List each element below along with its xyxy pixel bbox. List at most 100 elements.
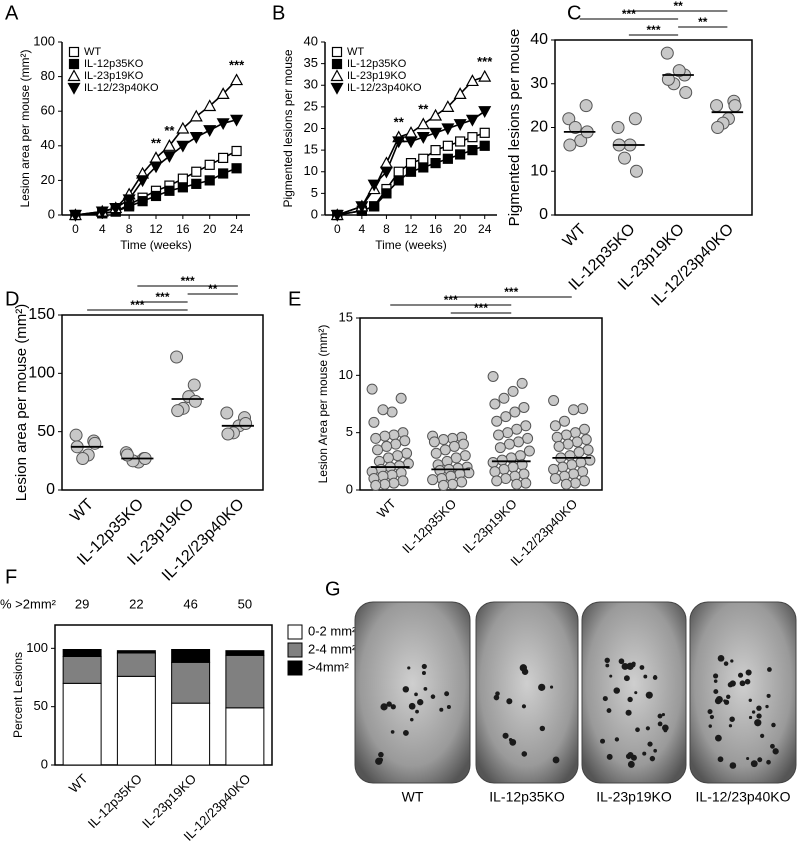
data-point bbox=[522, 432, 534, 444]
y-tick-label: 0 bbox=[41, 756, 48, 771]
lesion bbox=[502, 732, 509, 739]
data-point bbox=[502, 427, 514, 439]
marker bbox=[478, 69, 492, 82]
data-point bbox=[568, 468, 580, 480]
lesion bbox=[739, 680, 746, 687]
lesion bbox=[707, 709, 713, 715]
y-tick-label: 15 bbox=[304, 142, 318, 157]
lesion bbox=[604, 657, 610, 663]
top-value: 46 bbox=[183, 596, 197, 611]
lesion bbox=[627, 760, 635, 768]
x-tick-label: 8 bbox=[383, 222, 390, 236]
data-point bbox=[571, 436, 583, 448]
lesion bbox=[756, 705, 762, 711]
top-value: 29 bbox=[75, 596, 89, 611]
data-point bbox=[381, 440, 393, 452]
lesion bbox=[717, 654, 725, 662]
lesion bbox=[649, 755, 656, 762]
data-point bbox=[388, 477, 400, 489]
lesion bbox=[386, 701, 392, 707]
lesion bbox=[750, 760, 758, 768]
legend-marker bbox=[68, 58, 80, 70]
data-point bbox=[447, 478, 459, 490]
top-value: 50 bbox=[238, 596, 252, 611]
marker bbox=[189, 109, 203, 122]
marker bbox=[230, 73, 244, 86]
y-axis-label: Pigmented lesions per mouse bbox=[506, 29, 523, 227]
panel-letter: A bbox=[5, 2, 19, 24]
data-point bbox=[549, 473, 561, 485]
lesion bbox=[417, 699, 424, 706]
marker bbox=[95, 206, 109, 219]
data-point bbox=[69, 428, 83, 442]
lesion bbox=[410, 717, 414, 722]
legend-label: 0-2 mm² bbox=[308, 623, 357, 638]
marker bbox=[392, 136, 406, 149]
panel-letter: B bbox=[272, 2, 285, 24]
significance: *** bbox=[155, 290, 169, 304]
y-tick-label: 25 bbox=[304, 98, 318, 113]
marker bbox=[176, 140, 190, 153]
lesion bbox=[378, 751, 384, 758]
data-point bbox=[520, 420, 532, 432]
data-point bbox=[187, 378, 201, 392]
data-point bbox=[569, 427, 581, 439]
marker bbox=[150, 190, 162, 202]
data-point bbox=[437, 434, 449, 446]
lesion bbox=[550, 685, 554, 689]
skin-photo bbox=[689, 601, 797, 784]
y-tick-label: 100 bbox=[26, 640, 48, 655]
data-point bbox=[513, 436, 525, 448]
legend-marker bbox=[330, 69, 344, 82]
bar-segment bbox=[225, 650, 265, 656]
marker bbox=[393, 175, 404, 186]
data-point bbox=[518, 468, 530, 480]
y-tick-label: 0 bbox=[539, 206, 548, 223]
lesion bbox=[723, 699, 727, 703]
lesion bbox=[423, 687, 428, 691]
y-tick-label: 20 bbox=[530, 119, 548, 136]
y-tick-label: 15 bbox=[339, 309, 353, 324]
x-tick-label: 4 bbox=[359, 222, 366, 236]
significance: *** bbox=[474, 301, 488, 315]
lesion bbox=[625, 753, 632, 760]
y-axis-label: Lesion area per mouse (mm²) bbox=[13, 304, 30, 502]
data-point bbox=[728, 99, 742, 113]
y-tick-label: 0 bbox=[46, 481, 55, 498]
lesion bbox=[606, 708, 612, 713]
lesion bbox=[600, 738, 606, 744]
y-tick-label: 30 bbox=[304, 77, 318, 92]
lesion bbox=[539, 725, 546, 732]
lesion bbox=[767, 667, 772, 672]
skin-photo bbox=[475, 601, 579, 784]
significance: ** bbox=[151, 135, 162, 150]
data-point bbox=[578, 475, 590, 487]
lesion bbox=[744, 678, 751, 685]
marker bbox=[418, 153, 429, 164]
top-label: % >2mm² bbox=[0, 596, 57, 611]
marker bbox=[379, 166, 393, 179]
lesion bbox=[625, 709, 632, 716]
bar-segment bbox=[116, 650, 156, 654]
legend-label: IL-12p35KO bbox=[347, 58, 407, 70]
x-tick-label: 12 bbox=[404, 222, 418, 236]
y-tick-label: 35 bbox=[304, 55, 318, 70]
legend-swatch bbox=[287, 642, 303, 658]
y-tick-label: 10 bbox=[304, 163, 318, 178]
top-value: 22 bbox=[129, 596, 143, 611]
lesion bbox=[727, 682, 734, 688]
lesion bbox=[748, 698, 752, 702]
marker bbox=[137, 196, 148, 207]
marker bbox=[430, 145, 441, 156]
y-tick-label: 20 bbox=[304, 120, 318, 135]
lesion bbox=[657, 713, 663, 719]
lesion bbox=[446, 705, 451, 710]
lesion bbox=[653, 748, 657, 753]
data-point bbox=[379, 430, 391, 442]
y-axis-label: Lesion area per mouse (mm²) bbox=[18, 49, 32, 207]
lesion bbox=[663, 728, 668, 733]
bar-segment bbox=[225, 707, 265, 766]
bar-segment bbox=[62, 682, 102, 766]
lesion bbox=[657, 721, 663, 727]
lesion bbox=[766, 759, 771, 765]
